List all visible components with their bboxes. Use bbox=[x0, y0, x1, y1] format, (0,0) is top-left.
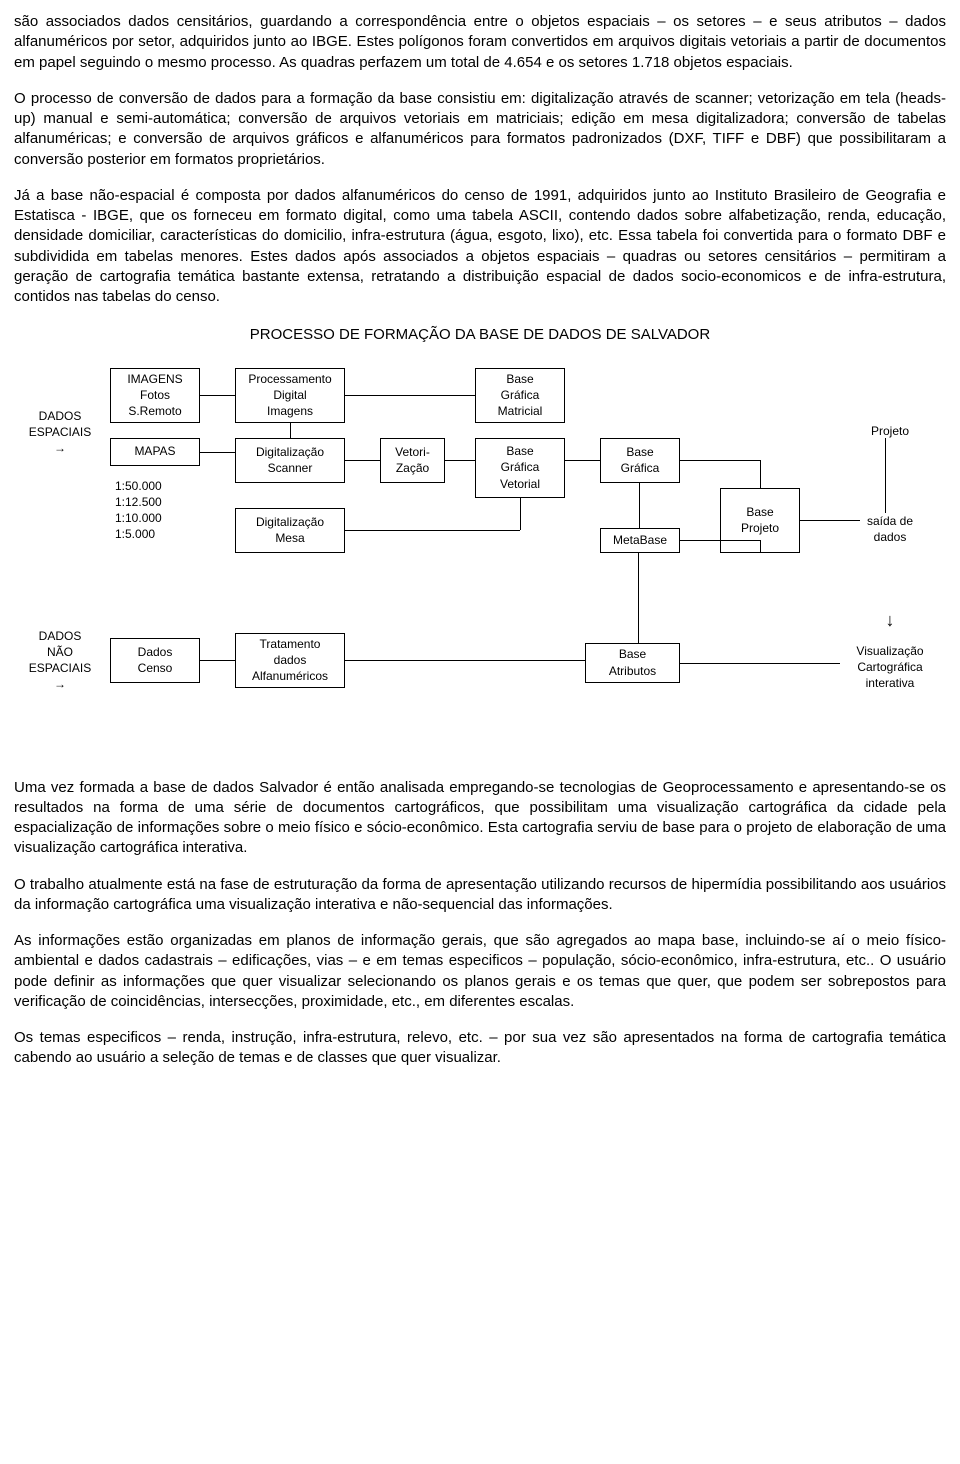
label-visualizacao: Visualização Cartográfica interativa bbox=[840, 643, 940, 692]
arrow-down-icon: ↓ bbox=[875, 608, 905, 632]
box-vetorizacao: Vetori- Zação bbox=[380, 438, 445, 483]
box-proc-digital: Processamento Digital Imagens bbox=[235, 368, 345, 423]
paragraph-3: Já a base não-espacial é composta por da… bbox=[14, 186, 946, 308]
diagram-title: PROCESSO DE FORMAÇÃO DA BASE DE DADOS DE… bbox=[14, 325, 946, 345]
process-diagram: DADOS ESPACIAIS → DADOS NÃO ESPACIAIS → … bbox=[20, 368, 940, 748]
box-dig-mesa: Digitalização Mesa bbox=[235, 508, 345, 553]
label-dados-espaciais: DADOS ESPACIAIS → bbox=[20, 408, 100, 457]
box-base-grafica: Base Gráfica bbox=[600, 438, 680, 483]
box-imagens: IMAGENS Fotos S.Remoto bbox=[110, 368, 200, 423]
label-projeto-top: Projeto bbox=[855, 423, 925, 439]
paragraph-6: As informações estão organizadas em plan… bbox=[14, 931, 946, 1012]
box-dados-censo: Dados Censo bbox=[110, 638, 200, 683]
label-escalas: 1:50.000 1:12.500 1:10.000 1:5.000 bbox=[115, 478, 195, 543]
box-trat-alfa: Tratamento dados Alfanuméricos bbox=[235, 633, 345, 688]
paragraph-2: O processo de conversão de dados para a … bbox=[14, 89, 946, 170]
box-metabase: MetaBase bbox=[600, 528, 680, 553]
box-dig-scanner: Digitalização Scanner bbox=[235, 438, 345, 483]
label-saida-dados: saída de dados bbox=[855, 513, 925, 545]
paragraph-5: O trabalho atualmente está na fase de es… bbox=[14, 875, 946, 916]
box-base-atributos: Base Atributos bbox=[585, 643, 680, 683]
box-base-vetorial: Base Gráfica Vetorial bbox=[475, 438, 565, 498]
paragraph-1: são associados dados censitários, guarda… bbox=[14, 12, 946, 73]
label-dados-nao-espaciais: DADOS NÃO ESPACIAIS → bbox=[20, 628, 100, 693]
paragraph-4: Uma vez formada a base de dados Salvador… bbox=[14, 778, 946, 859]
box-base-matricial: Base Gráfica Matricial bbox=[475, 368, 565, 423]
box-mapas: MAPAS bbox=[110, 438, 200, 466]
paragraph-7: Os temas especificos – renda, instrução,… bbox=[14, 1028, 946, 1069]
